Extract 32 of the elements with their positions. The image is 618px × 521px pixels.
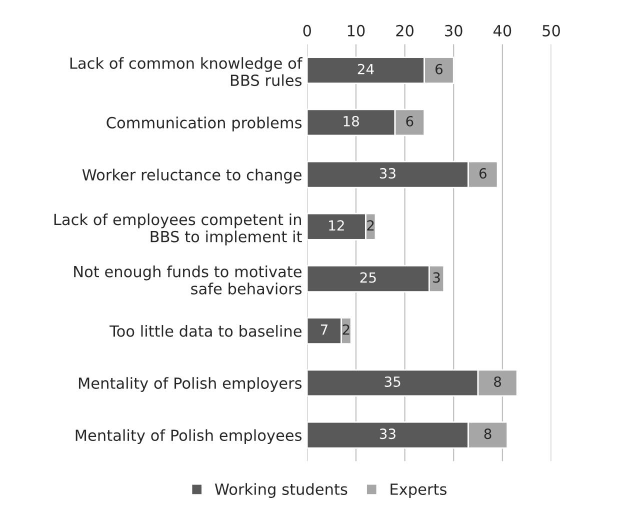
x-tick-label: 30 bbox=[445, 24, 462, 36]
data-label: 6 bbox=[479, 168, 486, 179]
data-label: 7 bbox=[320, 324, 328, 335]
data-label: 25 bbox=[360, 272, 376, 283]
y-tick-label: Worker reluctance to change bbox=[82, 168, 302, 184]
x-tick-label: 40 bbox=[493, 24, 512, 36]
data-label: 6 bbox=[406, 116, 414, 126]
data-label: 24 bbox=[358, 64, 374, 74]
data-label: 6 bbox=[436, 64, 443, 74]
data-label: 2 bbox=[367, 220, 374, 230]
data-label: 33 bbox=[380, 168, 396, 179]
data-label: 3 bbox=[433, 272, 440, 283]
data-label: 12 bbox=[329, 220, 344, 230]
x-tick-label: 10 bbox=[348, 24, 365, 36]
data-label: 8 bbox=[494, 376, 502, 387]
y-tick-label: Lack of common knowledge of BBS rules bbox=[70, 57, 303, 86]
data-label: 33 bbox=[380, 428, 396, 440]
y-tick-label: Too little data to baseline bbox=[110, 325, 302, 337]
x-tick-label: 20 bbox=[396, 24, 414, 36]
y-tick-label: Mentality of Polish employees bbox=[76, 429, 302, 444]
x-tick-label: 50 bbox=[542, 24, 560, 36]
legend-label: Working students bbox=[214, 483, 348, 498]
data-label: 35 bbox=[384, 376, 400, 387]
y-tick-label: Not enough funds to motivate safe behaviors bbox=[74, 266, 302, 294]
y-tick-label: Mentality of Polish employers bbox=[78, 377, 302, 392]
x-tick-label: 0 bbox=[303, 24, 311, 36]
data-label: 18 bbox=[344, 116, 359, 126]
data-label: 2 bbox=[342, 324, 350, 335]
legend-label: Experts bbox=[390, 484, 446, 498]
y-tick-label: Communication problems bbox=[106, 116, 302, 132]
y-tick-label: Lack of employees competent in BBS to implement it bbox=[54, 213, 302, 246]
data-label: 8 bbox=[484, 428, 492, 440]
